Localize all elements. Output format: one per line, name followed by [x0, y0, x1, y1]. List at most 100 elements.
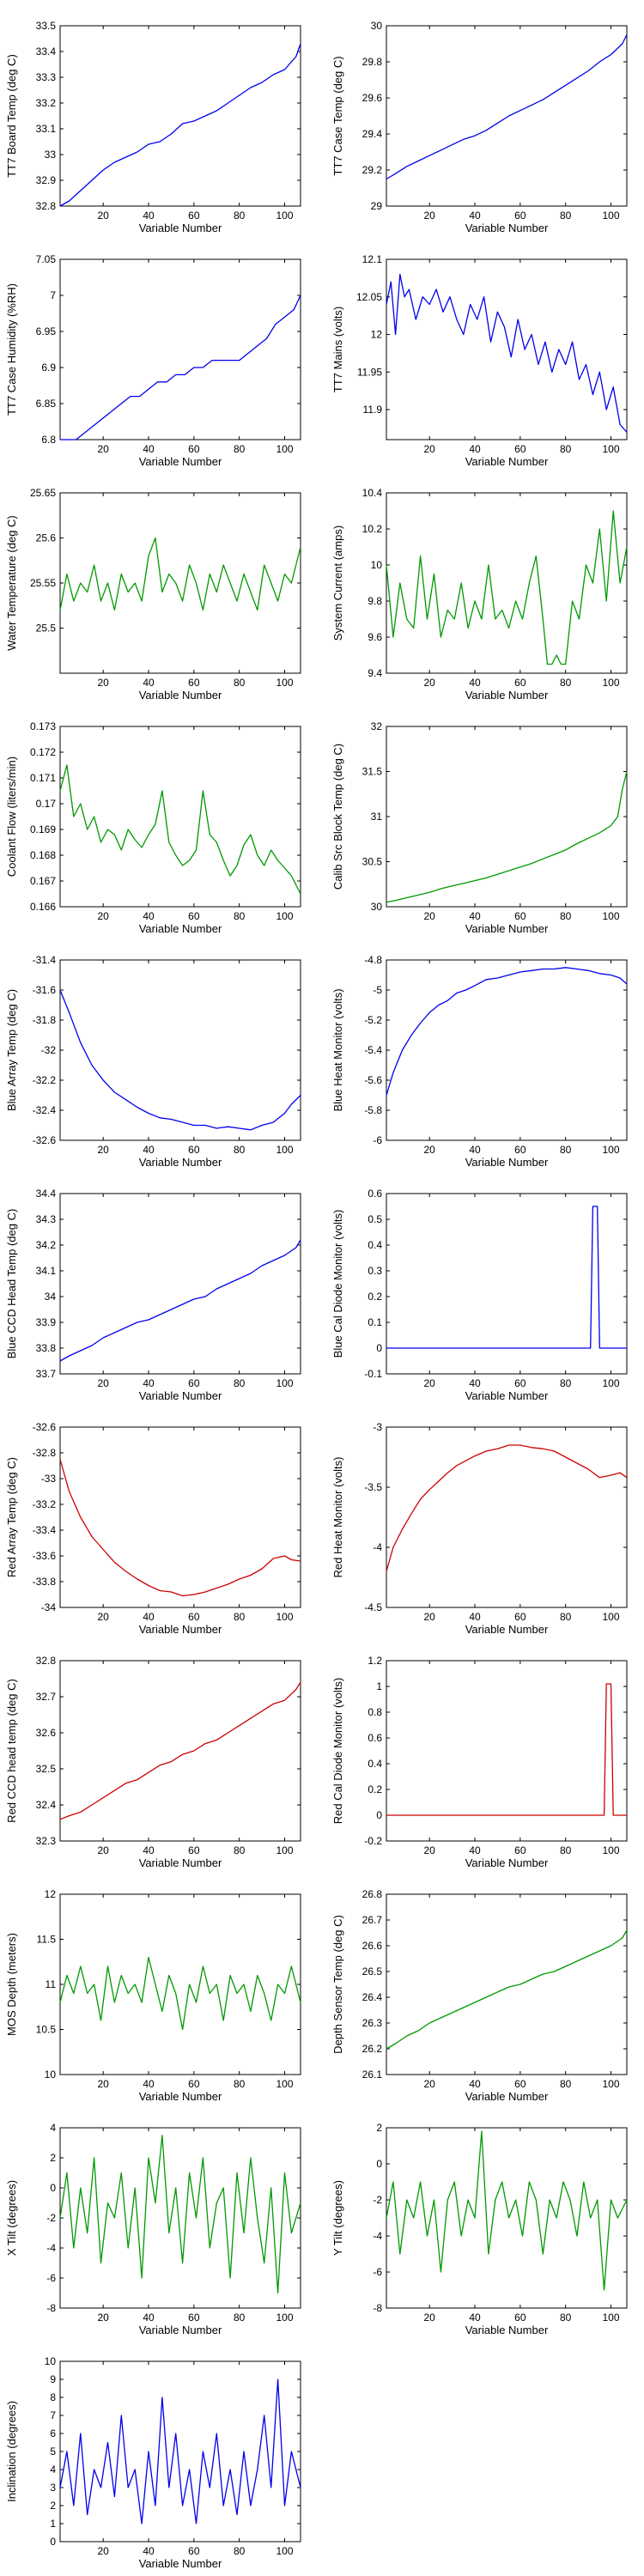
y-axis-label: Red Array Temp (deg C): [5, 1457, 18, 1577]
x-tick-label: 60: [514, 1144, 526, 1156]
plot-frame: [386, 492, 628, 674]
x-axis-label: Variable Number: [139, 2090, 222, 2103]
y-tick-label: 0.167: [30, 875, 56, 887]
chart-panel-21: 20 40 60 80 100 0 1 2 3 4 5 6 7 8 9 10 Variable Number In…: [5, 2355, 301, 2570]
y-tick-label: 8: [50, 2391, 56, 2403]
x-tick-label: 80: [234, 210, 246, 222]
x-tick-label: 100: [602, 1377, 619, 1389]
y-tick-label: 10: [371, 559, 383, 571]
y-tick-label: -0.1: [364, 1368, 382, 1380]
chart-panel-2: 20 40 60 80 100 29 29.2 29.4 29.6 29.8 30 Variable …: [331, 20, 628, 234]
y-tick-label: -5: [373, 984, 382, 996]
y-tick-label: 6: [50, 2427, 56, 2439]
x-tick-label: 20: [424, 677, 436, 689]
x-tick-label: 80: [560, 210, 572, 222]
x-tick-label: 60: [188, 1377, 200, 1389]
x-tick-label: 20: [98, 2545, 110, 2557]
y-tick-label: 33.5: [36, 20, 57, 32]
x-tick-label: 80: [234, 2312, 246, 2324]
chart-panel-12: 20 40 60 80 100 -0.1 0 0.1 0.2 0.3 0.4 0.5 0.6 Variab…: [331, 1188, 628, 1402]
plot-frame: [386, 2127, 628, 2309]
y-tick-label: 34.1: [36, 1265, 57, 1277]
series-line: [386, 510, 628, 665]
chart-panel-9: 20 40 60 80 100 -32.6 -32.4 -32.2 -32 -31.8 -31.6 -…: [5, 954, 301, 1169]
y-tick-label: -3: [373, 1421, 382, 1433]
y-tick-label: -31.6: [33, 984, 57, 996]
x-axis-label: Variable Number: [465, 1389, 549, 1402]
chart-panel-6: 20 40 60 80 100 9.4 9.6 9.8 10 10.2 10.4 Variable N…: [331, 487, 628, 702]
y-tick-label: 11.95: [357, 366, 382, 378]
x-tick-label: 60: [514, 1844, 526, 1856]
y-tick-label: 10: [45, 2069, 57, 2081]
y-tick-label: 29.8: [362, 56, 383, 68]
y-tick-label: 25.65: [30, 487, 56, 499]
series-line: [59, 1459, 301, 1597]
x-tick-label: 100: [276, 443, 293, 455]
y-axis-label: Red Cal Diode Monitor (volts): [331, 1678, 344, 1825]
y-tick-label: 26.1: [362, 2069, 383, 2081]
chart-panel-5: 20 40 60 80 100 25.5 25.55 25.6 25.65 Variable Nu…: [5, 487, 301, 702]
x-tick-label: 80: [560, 1844, 572, 1856]
y-tick-label: 33.8: [36, 1342, 57, 1354]
y-tick-label: 0.171: [30, 772, 56, 784]
y-tick-label: -8: [46, 2302, 56, 2314]
x-tick-label: 20: [424, 2312, 436, 2324]
x-axis-label: Variable Number: [139, 2324, 222, 2336]
x-tick-label: 20: [98, 443, 110, 455]
y-tick-label: -5.2: [364, 1014, 382, 1026]
x-tick-label: 60: [514, 2312, 526, 2324]
series-line: [59, 43, 301, 207]
y-tick-label: 6.85: [36, 398, 57, 410]
y-tick-label: 0.173: [30, 720, 56, 732]
series-line: [386, 1444, 628, 1572]
y-axis-label: Blue CCD Head Temp (deg C): [5, 1209, 18, 1359]
y-tick-label: 0.2: [368, 1783, 382, 1795]
y-tick-label: -32.2: [33, 1074, 57, 1086]
y-tick-label: 33.3: [36, 71, 57, 83]
x-tick-label: 20: [98, 677, 110, 689]
y-tick-label: -2: [46, 2212, 56, 2224]
y-axis-label: Blue Heat Monitor (volts): [331, 988, 344, 1111]
x-axis-label: Variable Number: [139, 1156, 222, 1169]
y-tick-label: -4: [373, 1541, 382, 1553]
x-tick-label: 60: [514, 443, 526, 455]
y-tick-label: 32.5: [36, 1763, 57, 1775]
y-tick-label: 10: [45, 2355, 57, 2367]
plot-frame: [59, 258, 301, 440]
y-tick-label: -4: [46, 2242, 56, 2254]
y-tick-label: 26.8: [362, 1888, 383, 1900]
y-tick-label: -8: [373, 2302, 382, 2314]
x-tick-label: 40: [143, 210, 155, 222]
x-axis-label: Variable Number: [465, 1156, 549, 1169]
y-tick-label: 0.6: [368, 1188, 382, 1200]
x-tick-label: 20: [98, 1144, 110, 1156]
chart-panel-1: 20 40 60 80 100 32.8 32.9 33 33.1 33.2 33.3 33.4 33.…: [5, 20, 301, 234]
y-tick-label: 0.3: [368, 1265, 382, 1277]
x-tick-label: 60: [188, 2078, 200, 2090]
chart-panel-3: 20 40 60 80 100 6.8 6.85 6.9 6.95 7 7.05 Variable N…: [5, 253, 301, 468]
x-tick-label: 60: [188, 677, 200, 689]
x-axis-label: Variable Number: [139, 455, 222, 468]
x-tick-label: 20: [424, 1144, 436, 1156]
x-tick-label: 100: [602, 1844, 619, 1856]
y-tick-label: 11: [46, 1978, 57, 1990]
series-line: [386, 967, 628, 1096]
x-axis-label: Variable Number: [139, 1389, 222, 1402]
y-tick-label: 6.9: [41, 361, 56, 374]
y-tick-label: 7: [50, 2409, 56, 2421]
y-axis-label: MOS Depth (meters): [5, 1933, 18, 2036]
x-tick-label: 20: [424, 1611, 436, 1623]
y-tick-label: -6: [373, 2266, 382, 2278]
x-tick-label: 20: [98, 2312, 110, 2324]
y-axis-label: TT7 Case Humidity (%RH): [5, 283, 18, 416]
plot-frame: [59, 2127, 301, 2309]
x-tick-label: 60: [514, 910, 526, 922]
x-tick-label: 100: [602, 210, 619, 222]
x-axis-label: Variable Number: [465, 2090, 549, 2103]
x-tick-label: 100: [276, 1611, 293, 1623]
x-tick-label: 40: [143, 443, 155, 455]
x-axis-label: Variable Number: [139, 1623, 222, 1636]
x-tick-label: 80: [234, 677, 246, 689]
y-axis-label: Red CCD head temp (deg C): [5, 1679, 18, 1823]
